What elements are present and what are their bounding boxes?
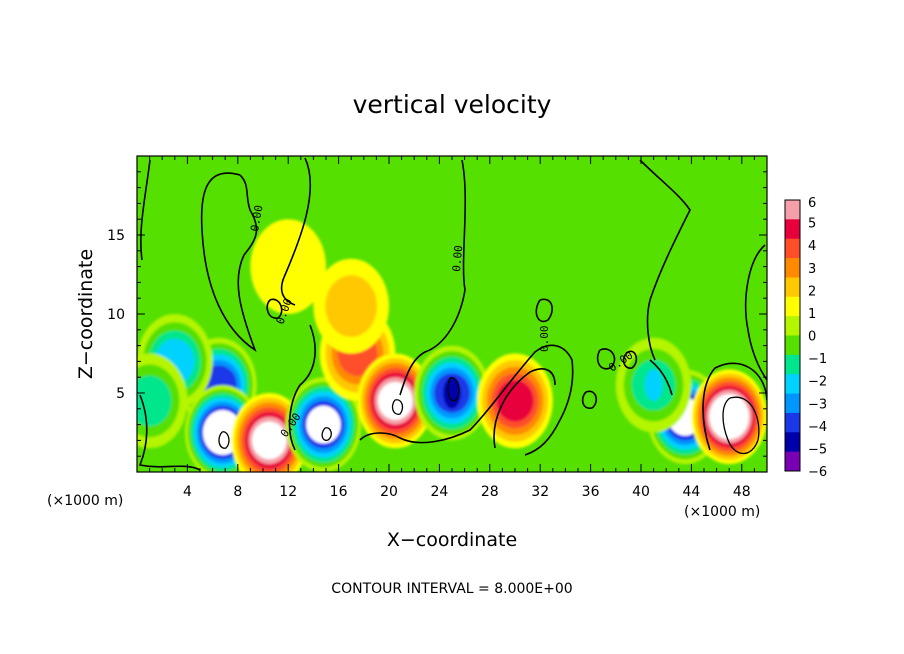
colorbar-tick-label: 4 [808,239,816,254]
x-tick-label: 16 [330,484,348,500]
colorbar-swatch [785,354,800,375]
x-tick-label: 24 [430,484,448,500]
velocity-core [720,400,739,433]
inner-contour-line [218,377,460,449]
colorbar-tick-label: 3 [808,262,816,277]
zero-contour-line [535,298,553,323]
velocity-core [386,385,405,417]
velocity-core [506,385,524,417]
zero-contour-line [399,159,467,396]
colorbar-swatch [785,200,800,220]
x-unit-left: (×1000 m) [47,493,123,509]
colorbar-swatch [785,393,800,414]
colorbar: 6 5 4 3 2 1 0 −1 −2 −3 −4 −5 −6 [784,196,827,480]
x-tick-label: 12 [279,484,297,500]
x-tick-label: 4 [183,484,192,500]
x-tick-label: 28 [481,484,499,500]
velocity-core [644,369,663,401]
zero-contour-line [138,394,201,471]
colorbar-tick-label: −3 [808,397,827,412]
velocity-cell [691,369,767,465]
contour-label: 0.00 [538,326,551,353]
zero-contour-line [288,324,316,451]
zero-contour-line [266,298,673,409]
colorbar-swatch [785,238,800,259]
contour-label: 0.00 [248,204,265,232]
x-tick-label: 20 [380,484,398,500]
inner-contour-line [722,396,760,455]
velocity-core [213,416,232,449]
colorbar-swatch [785,374,800,395]
y-axis-label: Z−coordinate [75,249,97,379]
velocity-core [314,408,333,441]
colorbar-swatch [785,316,800,336]
colorbar-swatch [785,296,800,317]
x-tick-label: 48 [733,484,751,500]
x-tick-label: 40 [632,484,650,500]
colorbar-swatch [785,451,800,472]
zero-contour-line [140,159,151,261]
zero-contour-line [745,244,767,381]
plot-area: 0.00 0.00 0.00 0.00 0.00 0.00 [137,156,767,472]
zero-contour-line [200,172,258,353]
colorbar-swatch [785,432,800,453]
x-axis-label: X−coordinate [387,529,517,551]
x-tick-label: 44 [682,484,700,500]
velocity-cell [414,345,490,441]
velocity-core [443,377,461,409]
x-tick-label: 32 [531,484,549,500]
velocity-cell [477,353,553,449]
velocity-cell [137,353,188,449]
colorbar-tick-label: −4 [808,420,827,435]
colorbar-tick-label: 6 [808,196,816,211]
x-tick-label: 8 [233,484,242,500]
velocity-cell [313,258,390,354]
colorbar-swatch [785,277,800,298]
colorbar-tick-label: 5 [808,217,816,232]
y-tick-label: 5 [116,386,125,402]
velocity-core [260,424,279,457]
colorbar-tick-label: −5 [808,442,827,457]
zero-contour-line [702,362,767,451]
colorbar-swatch [785,412,800,433]
zero-contour-line [359,344,574,456]
colorbar-tick-label: 0 [808,330,816,345]
colorbar-tick-label: −6 [808,465,827,480]
velocity-cell [285,377,362,472]
velocity-field [137,219,767,472]
x-tick-label: 36 [582,484,600,500]
velocity-core [140,385,159,417]
colorbar-swatch [785,258,800,278]
colorbar-tick-label: −2 [808,375,827,390]
x-unit-right: (×1000 m) [684,504,760,520]
colorbar-tick-label: −1 [808,352,827,367]
zero-contour-line [280,157,312,306]
contour-interval-note: CONTOUR INTERVAL = 8.000E+00 [331,581,572,597]
y-tick-label: 15 [107,228,125,244]
contour-label: 0.00 [450,245,465,273]
colorbar-swatch [785,219,800,240]
colorbar-swatch [785,335,800,356]
velocity-core [342,290,361,322]
chart-title: vertical velocity [353,90,552,119]
colorbar-frame [784,199,801,472]
colorbar-tick-label: 2 [808,284,816,299]
zero-contour-line [493,368,556,449]
velocity-cell [615,337,692,433]
velocity-cell [357,353,434,449]
zero-contour-line [639,159,691,361]
colorbar-tick-label: 1 [808,307,816,322]
y-tick-label: 10 [107,307,125,323]
